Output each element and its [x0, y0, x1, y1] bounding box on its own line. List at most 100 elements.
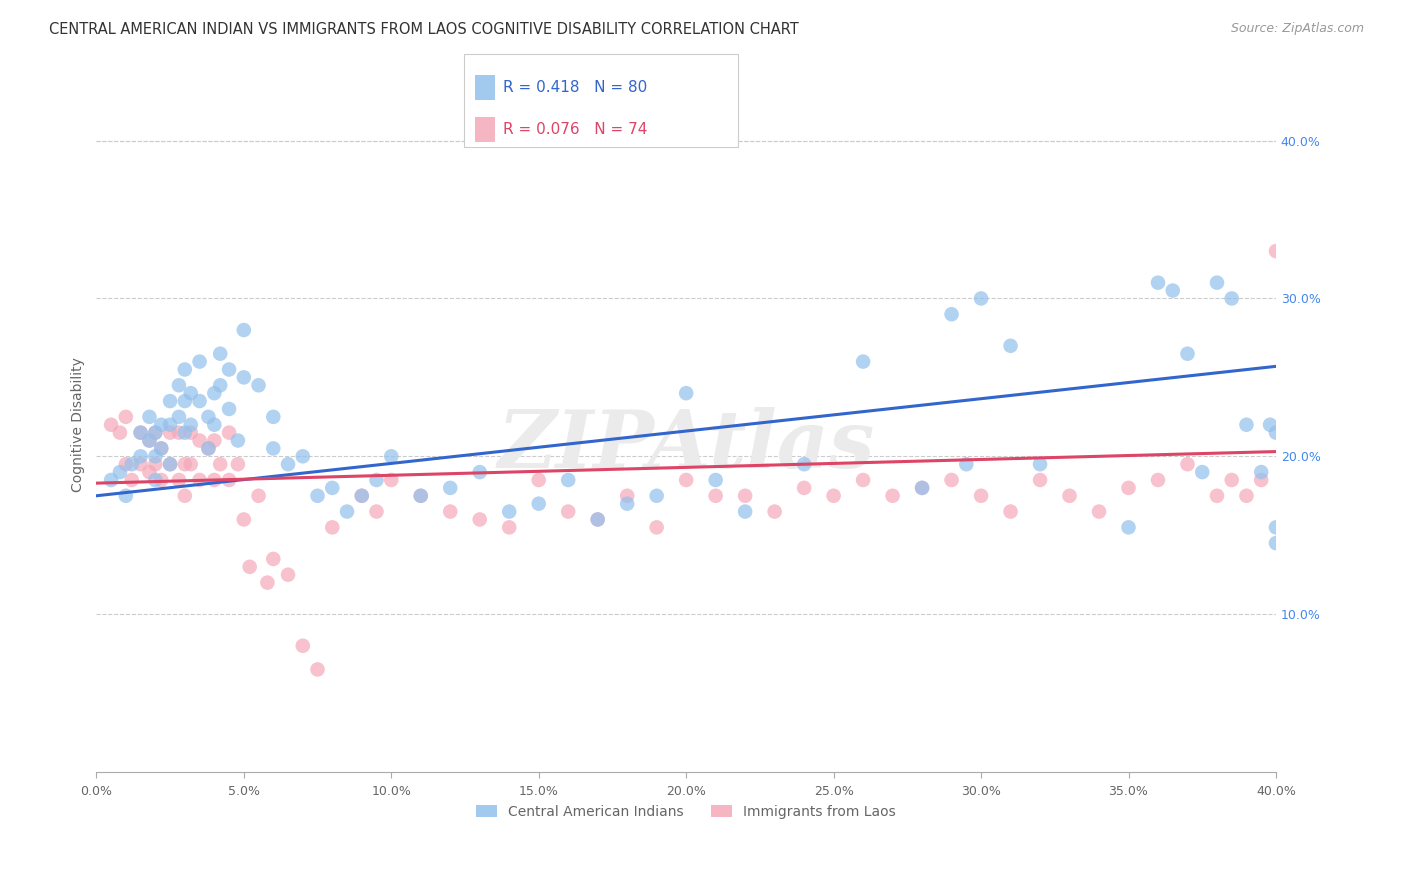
Point — [202, 386, 225, 401]
Point — [1147, 473, 1170, 487]
Point — [763, 505, 786, 519]
Point — [1059, 489, 1081, 503]
Point — [226, 434, 249, 448]
Point — [188, 473, 211, 487]
Point — [108, 425, 131, 440]
Point — [209, 378, 232, 392]
Point — [129, 450, 152, 464]
Point — [439, 481, 461, 495]
Point — [262, 409, 284, 424]
Point — [1029, 457, 1052, 471]
Point — [586, 512, 609, 526]
Point — [218, 362, 240, 376]
Text: ZIPAtlas: ZIPAtlas — [498, 407, 875, 484]
Point — [616, 497, 638, 511]
Point — [173, 425, 195, 440]
Point — [852, 473, 875, 487]
Point — [409, 489, 432, 503]
Point — [167, 473, 190, 487]
Point — [180, 417, 202, 432]
Point — [1265, 244, 1288, 258]
Point — [645, 520, 668, 534]
Point — [321, 520, 343, 534]
Point — [159, 457, 181, 471]
Point — [247, 489, 270, 503]
Point — [197, 409, 219, 424]
Point — [291, 639, 314, 653]
Text: R = 0.418   N = 80: R = 0.418 N = 80 — [503, 80, 648, 95]
Point — [173, 394, 195, 409]
Point — [143, 450, 166, 464]
Point — [498, 520, 520, 534]
Point — [197, 442, 219, 456]
Point — [202, 434, 225, 448]
Point — [180, 386, 202, 401]
Point — [159, 425, 181, 440]
Point — [468, 465, 491, 479]
Point — [1118, 520, 1140, 534]
Point — [675, 473, 697, 487]
Point — [159, 417, 181, 432]
Point — [350, 489, 373, 503]
Point — [1250, 465, 1272, 479]
Point — [173, 457, 195, 471]
Point — [793, 457, 815, 471]
Point — [291, 450, 314, 464]
Point — [941, 307, 963, 321]
Point — [150, 442, 173, 456]
Point — [1177, 457, 1199, 471]
Point — [226, 457, 249, 471]
Point — [1118, 481, 1140, 495]
Point — [150, 473, 173, 487]
Point — [734, 489, 756, 503]
Point — [173, 489, 195, 503]
Point — [970, 292, 993, 306]
Point — [704, 489, 727, 503]
Point — [852, 354, 875, 368]
Point — [336, 505, 359, 519]
Point — [527, 497, 550, 511]
Y-axis label: Cognitive Disability: Cognitive Disability — [72, 358, 86, 492]
Point — [277, 567, 299, 582]
Point — [167, 425, 190, 440]
Point — [1000, 339, 1022, 353]
Legend: Central American Indians, Immigrants from Laos: Central American Indians, Immigrants fro… — [471, 799, 901, 824]
Point — [911, 481, 934, 495]
Point — [202, 473, 225, 487]
Point — [197, 442, 219, 456]
Point — [188, 354, 211, 368]
Point — [616, 489, 638, 503]
Point — [167, 378, 190, 392]
Point — [138, 465, 160, 479]
Point — [115, 457, 138, 471]
Point — [143, 425, 166, 440]
Point — [675, 386, 697, 401]
Point — [159, 457, 181, 471]
Point — [209, 457, 232, 471]
Point — [121, 457, 143, 471]
Point — [321, 481, 343, 495]
Point — [366, 505, 388, 519]
Point — [1177, 347, 1199, 361]
Point — [1147, 276, 1170, 290]
Point — [793, 481, 815, 495]
Point — [527, 473, 550, 487]
Point — [239, 559, 262, 574]
Point — [350, 489, 373, 503]
Point — [232, 323, 254, 337]
Point — [1029, 473, 1052, 487]
Point — [180, 425, 202, 440]
Point — [100, 417, 122, 432]
Point — [498, 505, 520, 519]
Point — [202, 417, 225, 432]
Point — [150, 442, 173, 456]
Point — [108, 465, 131, 479]
Point — [439, 505, 461, 519]
Point — [143, 457, 166, 471]
Point — [704, 473, 727, 487]
Point — [218, 425, 240, 440]
Point — [941, 473, 963, 487]
Point — [167, 409, 190, 424]
Point — [911, 481, 934, 495]
Point — [882, 489, 904, 503]
